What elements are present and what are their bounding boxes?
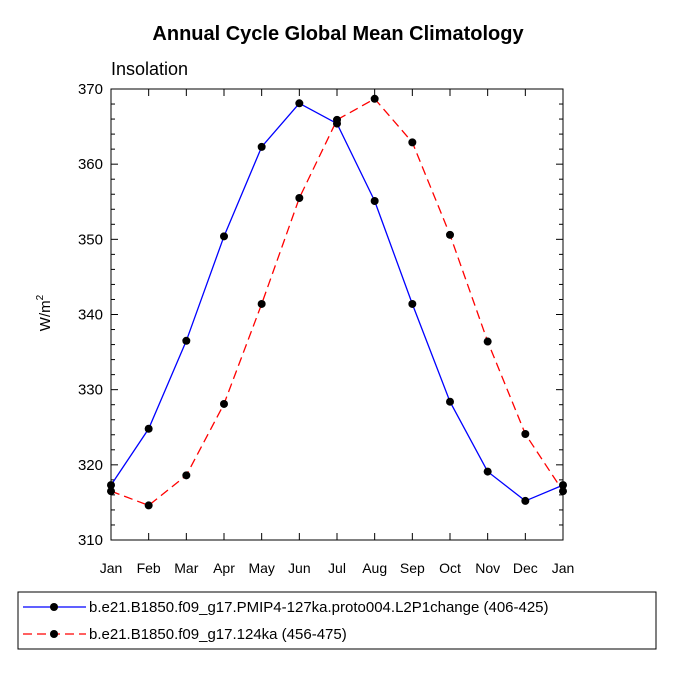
- x-tick-label: Feb: [137, 560, 161, 576]
- axis-ticks: 310 320 330 340 350 360 370 Jan Feb Mar Apr May Jun J…: [78, 81, 574, 576]
- y-axis-label: W/m: [37, 300, 54, 331]
- series-1-point: [559, 481, 567, 490]
- series-2-point: [220, 399, 228, 408]
- series-1-point: [521, 496, 530, 505]
- series-1-point: [408, 299, 417, 308]
- legend-marker-1: [50, 603, 58, 611]
- series-2-point: [559, 487, 567, 496]
- series-1-point: [446, 397, 454, 406]
- chart-title: Annual Cycle Global Mean Climatology: [152, 23, 524, 45]
- legend-marker-2: [50, 630, 58, 638]
- series-1-point: [220, 232, 228, 241]
- svg-text:W/m2: W/m2: [35, 294, 54, 331]
- legend-items: b.e21.B1850.f09_g17.PMIP4-127ka.proto004…: [23, 599, 549, 643]
- series-2-point: [370, 94, 379, 103]
- x-tick-label: Apr: [213, 560, 235, 576]
- series-2-point: [483, 337, 492, 346]
- x-tick-label: Jun: [288, 560, 311, 576]
- series-2-point: [182, 471, 191, 480]
- x-tick-label: May: [248, 560, 274, 576]
- y-axis-label-group: W/m2: [35, 294, 54, 331]
- y-tick-label: 360: [78, 156, 103, 173]
- legend: [17, 591, 657, 650]
- series-2-point: [257, 299, 266, 308]
- series-1-point: [182, 336, 191, 345]
- series-1-point: [144, 424, 153, 433]
- series-1-point: [257, 142, 266, 151]
- series-line-2: [110, 97, 564, 507]
- x-tick-label: Oct: [439, 560, 461, 576]
- y-tick-label: 350: [78, 231, 103, 248]
- plot-frame: [110, 88, 564, 541]
- y-axis-label-superscript: 2: [35, 294, 46, 300]
- x-tick-label: Sep: [400, 560, 425, 576]
- y-tick-label: 310: [78, 532, 103, 549]
- series-1-point: [483, 467, 492, 476]
- series-2-point: [521, 430, 530, 439]
- x-tick-label: Nov: [475, 560, 500, 576]
- series-2-point: [446, 230, 454, 239]
- y-tick-label: 320: [78, 457, 103, 474]
- x-tick-label: Aug: [362, 560, 387, 576]
- legend-label-1: b.e21.B1850.f09_g17.PMIP4-127ka.proto004…: [89, 599, 549, 616]
- series-1-point: [295, 99, 304, 108]
- y-tick-label: 340: [78, 307, 103, 324]
- chart-subtitle: Insolation: [111, 59, 188, 79]
- series-2-point: [333, 115, 341, 124]
- series-layer: [107, 94, 567, 510]
- series-line-1: [110, 102, 564, 502]
- x-tick-label: Jan: [100, 560, 123, 576]
- x-tick-label: Mar: [174, 560, 198, 576]
- x-tick-label: Dec: [513, 560, 538, 576]
- series-2-point: [107, 487, 115, 496]
- x-tick-label: Jan: [552, 560, 575, 576]
- series-2-point: [144, 501, 153, 510]
- series-2-point: [295, 193, 304, 202]
- legend-label-2: b.e21.B1850.f09_g17.124ka (456-475): [89, 626, 347, 643]
- series-1-point: [370, 196, 379, 205]
- x-tick-label: Jul: [328, 560, 346, 576]
- series-2-point: [408, 138, 417, 147]
- y-tick-label: 330: [78, 382, 103, 399]
- series-1-point: [107, 481, 115, 490]
- y-tick-label: 370: [78, 81, 103, 98]
